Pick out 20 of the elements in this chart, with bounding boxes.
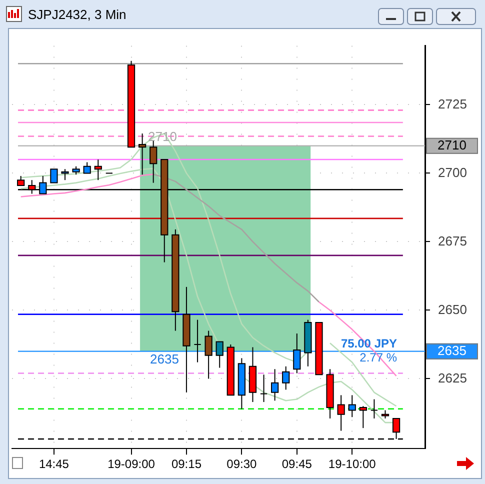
annotation: 2.77 % — [360, 350, 398, 365]
x-tick-label: 19-10:00 — [328, 457, 376, 472]
x-tick-label: 09:15 — [171, 457, 202, 472]
x-tick-label: 19-09:00 — [108, 457, 156, 472]
y-tick-label: 2725 — [438, 96, 467, 112]
candlestick — [370, 398, 378, 419]
x-tick-label: 09:45 — [282, 457, 312, 472]
y-tick-label: 2675 — [438, 233, 467, 248]
y-tick-label: 2625 — [438, 370, 467, 386]
ref-line-label: 2635 — [438, 342, 466, 358]
annotation: 75.00 JPY — [340, 336, 397, 351]
y-tick-label: 2650 — [438, 302, 467, 317]
y-tick-label: 2700 — [438, 164, 467, 180]
x-tick-label: 14:45 — [38, 457, 70, 472]
chart-title: SJPJ2432, 3 Min — [28, 7, 126, 22]
candlestick — [194, 319, 202, 363]
x-tick-label: 09:30 — [226, 457, 258, 472]
ref-line-label: 2710 — [438, 137, 466, 152]
candlestick — [260, 374, 268, 403]
annotation: 2635 — [150, 351, 179, 366]
